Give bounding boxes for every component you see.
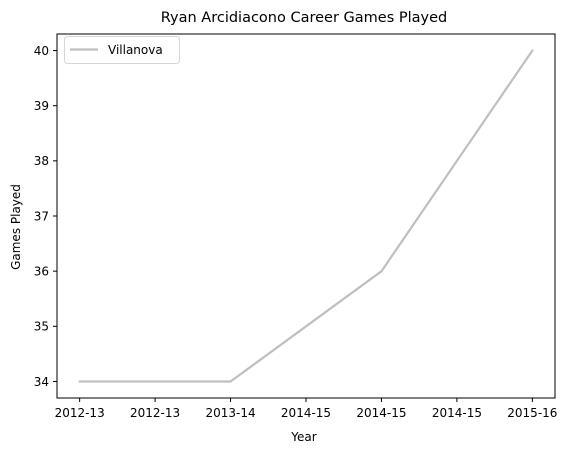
x-tick-label: 2013-14: [205, 406, 255, 420]
y-tick-label: 36: [34, 264, 49, 278]
data-point: [531, 49, 534, 52]
x-tick-label: 2012-13: [55, 406, 105, 420]
data-point: [229, 380, 232, 383]
x-tick-label: 2015-16: [507, 406, 557, 420]
y-tick-label: 40: [34, 44, 49, 58]
x-tick-label: 2014-15: [281, 406, 331, 420]
x-axis-label: Year: [290, 430, 316, 444]
data-point: [380, 270, 383, 273]
y-tick-label: 35: [34, 320, 49, 334]
plot-area: 2012-13 2012-13 2013-14 2014-15 2014-15 2014-…: [34, 33, 557, 420]
y-tick-label: 38: [34, 154, 49, 168]
series-line-villanova: [79, 49, 534, 383]
x-tick-label: 2014-15: [356, 406, 406, 420]
legend-label-villanova: Villanova: [108, 43, 163, 57]
y-tick-label: 39: [34, 99, 49, 113]
legend-box: [64, 36, 180, 64]
x-tick-label: 2014-15: [432, 406, 482, 420]
data-point: [78, 380, 81, 383]
y-tick-label: 37: [34, 209, 49, 223]
x-tick-label: 2012-13: [130, 406, 180, 420]
axes-frame: [56, 33, 556, 399]
legend: Villanova: [64, 36, 180, 64]
chart-title: Ryan Arcidiacono Career Games Played: [161, 10, 448, 26]
y-axis-label: Games Played: [9, 184, 23, 270]
y-tick-label: 34: [34, 375, 49, 389]
